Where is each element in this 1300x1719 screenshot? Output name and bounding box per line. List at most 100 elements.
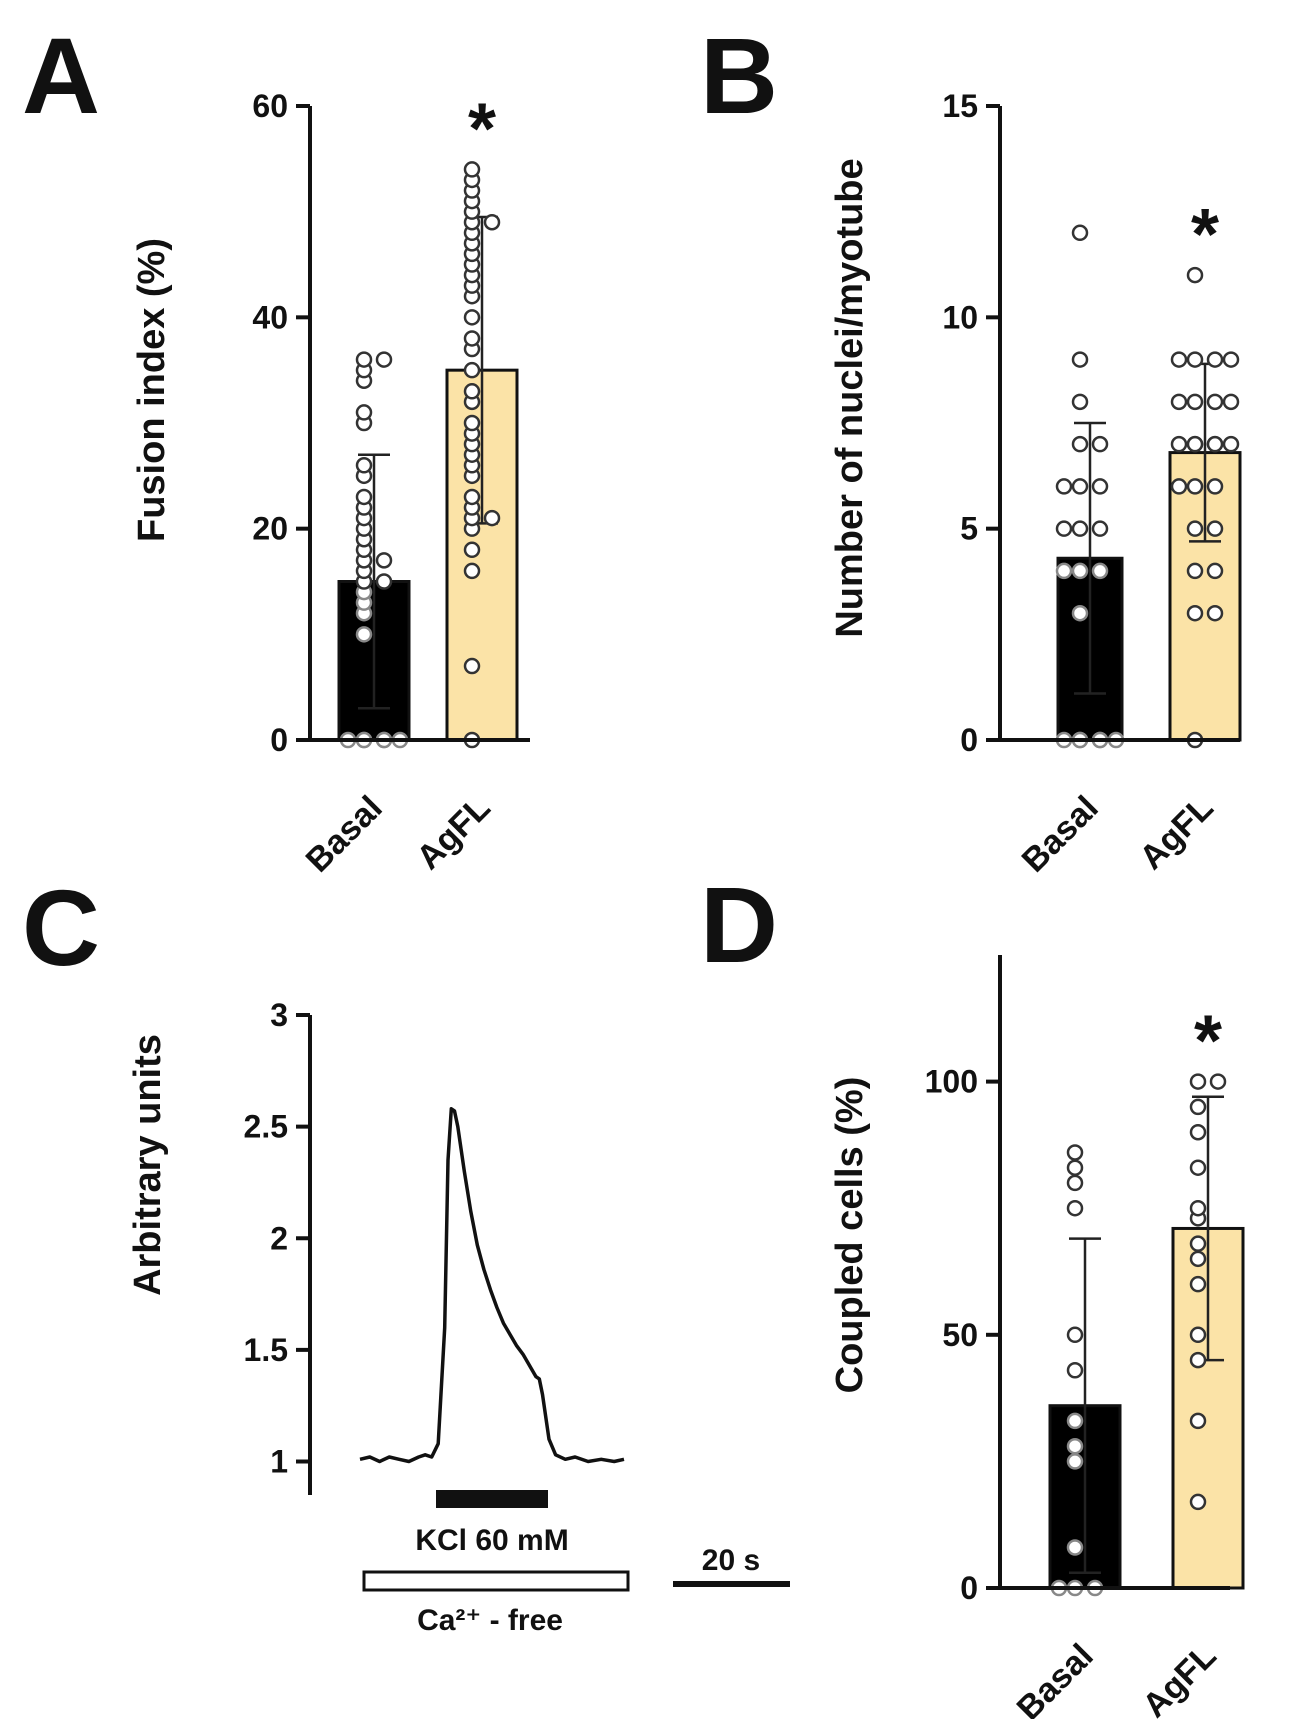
data-point-basal xyxy=(375,573,393,590)
y-tick-label: 2 xyxy=(270,1220,288,1256)
data-point-agfl xyxy=(1186,478,1204,495)
y-ticks-a: 0 20 40 60 xyxy=(252,88,310,758)
data-point-agfl xyxy=(1170,351,1188,368)
data-point-basal xyxy=(1055,562,1073,580)
category-label-agfl: AgFL xyxy=(1135,1637,1223,1719)
significance-star-agfl: * xyxy=(1191,195,1219,275)
panel-letter-b: B xyxy=(700,15,778,136)
significance-a: * xyxy=(468,89,496,169)
data-point-basal xyxy=(1066,1412,1084,1430)
data-point-agfl xyxy=(1206,604,1224,622)
y-tick-label: 3 xyxy=(270,997,288,1033)
data-point-basal xyxy=(1055,478,1073,495)
data-point-agfl xyxy=(463,541,481,559)
panel-letter-c: C xyxy=(22,867,100,988)
data-point-basal xyxy=(1066,1159,1084,1176)
bars-d xyxy=(1048,1226,1245,1590)
y-tick-label: 1 xyxy=(270,1444,288,1480)
significance-b: * xyxy=(1191,195,1219,275)
data-point-agfl xyxy=(463,488,481,506)
data-point-agfl xyxy=(1222,351,1240,368)
data-point-agfl xyxy=(1189,1326,1207,1344)
category-label-basal: Basal xyxy=(299,789,390,880)
y-axis-label-b: Number of nuclei/myotube xyxy=(829,158,871,637)
y-tick-label: 10 xyxy=(942,299,978,335)
y-tick-label: 0 xyxy=(270,722,288,758)
data-point-agfl xyxy=(1186,520,1204,537)
data-point-basal xyxy=(1071,562,1089,580)
data-point-agfl xyxy=(1186,562,1204,580)
data-point-agfl xyxy=(1206,562,1224,580)
panel-d: D Coupled cells (%) 0 50 100 Basal AgFL * xyxy=(700,864,1245,1719)
y-tick-label: 100 xyxy=(925,1064,978,1100)
data-point-basal xyxy=(355,404,373,421)
data-point-basal xyxy=(1066,1361,1084,1379)
data-point-basal xyxy=(355,457,373,474)
data-point-agfl xyxy=(1206,435,1224,453)
y-axis-label-a: Fusion index (%) xyxy=(131,238,173,542)
data-point-agfl xyxy=(463,383,481,400)
y-tick-label: 40 xyxy=(252,299,288,335)
panel-letter-a: A xyxy=(22,15,100,136)
category-labels-d: Basal AgFL xyxy=(1010,1637,1224,1719)
data-point-agfl xyxy=(1189,1412,1207,1430)
data-point-agfl xyxy=(1189,1250,1207,1268)
category-labels-a: Basal AgFL xyxy=(299,789,498,880)
data-point-basal xyxy=(1091,435,1109,453)
panel-b: B Number of nuclei/myotube 0 5 10 15 Basal A… xyxy=(700,15,1242,880)
category-label-agfl: AgFL xyxy=(409,789,497,877)
data-point-basal xyxy=(1066,1199,1084,1217)
data-point-basal xyxy=(1066,1437,1084,1455)
y-tick-label: 0 xyxy=(960,1570,978,1606)
data-point-basal xyxy=(1066,1326,1084,1344)
data-point-agfl xyxy=(463,161,481,178)
medium-label: Ca²⁺ - free xyxy=(417,1604,563,1637)
data-point-basal xyxy=(355,351,373,368)
axes-b xyxy=(998,106,1240,742)
data-point-agfl xyxy=(483,509,501,527)
data-point-agfl xyxy=(1170,478,1188,495)
data-point-agfl xyxy=(1189,1098,1207,1116)
data-point-agfl xyxy=(463,330,481,347)
data-point-basal xyxy=(1091,478,1109,495)
data-point-agfl xyxy=(1186,351,1204,368)
y-tick-label: 5 xyxy=(960,511,978,547)
data-point-basal xyxy=(1071,351,1089,368)
panel-letter-d: D xyxy=(700,864,778,985)
category-labels-b: Basal AgFL xyxy=(1015,789,1221,880)
data-point-basal xyxy=(1066,1539,1084,1556)
data-point-agfl xyxy=(1206,393,1224,411)
data-point-basal xyxy=(1091,562,1109,580)
data-point-agfl xyxy=(1206,351,1224,368)
data-point-agfl xyxy=(1222,435,1240,453)
data-point-agfl xyxy=(1170,393,1188,411)
axes-d xyxy=(998,955,1230,1590)
data-point-agfl xyxy=(1206,478,1224,495)
data-point-agfl xyxy=(1189,1073,1207,1090)
data-point-basal xyxy=(1066,1144,1084,1161)
data-point-basal xyxy=(1071,604,1089,622)
data-point-agfl xyxy=(483,213,501,231)
data-point-agfl xyxy=(463,361,481,379)
axes-a xyxy=(308,106,530,742)
data-point-basal xyxy=(1055,520,1073,537)
data-point-basal xyxy=(1066,1174,1084,1192)
error-bars-d xyxy=(1069,1095,1224,1575)
data-point-basal xyxy=(1091,520,1109,537)
data-point-basal xyxy=(1071,478,1089,495)
panel-a: A Fusion index (%) 0 20 40 60 Basal AgFL * xyxy=(22,15,530,880)
y-ticks-c: 1 1.5 2 2.5 3 xyxy=(244,997,310,1480)
y-tick-label: 60 xyxy=(252,88,288,124)
data-point-agfl xyxy=(1189,1199,1207,1217)
panel-c: C Arbitrary units 1 1.5 2 2.5 3 KCl 60 mM Ca… xyxy=(22,867,790,1637)
data-point-agfl xyxy=(1189,1159,1207,1176)
y-axis-label-d: Coupled cells (%) xyxy=(829,1077,871,1394)
data-point-basal xyxy=(355,626,373,643)
data-point-agfl xyxy=(1189,1123,1207,1141)
y-tick-label: 15 xyxy=(942,88,978,124)
calcium-trace-line xyxy=(359,1107,625,1464)
data-point-agfl xyxy=(1206,520,1224,537)
data-point-agfl xyxy=(1222,393,1240,411)
significance-star-agfl: * xyxy=(1194,1002,1222,1082)
